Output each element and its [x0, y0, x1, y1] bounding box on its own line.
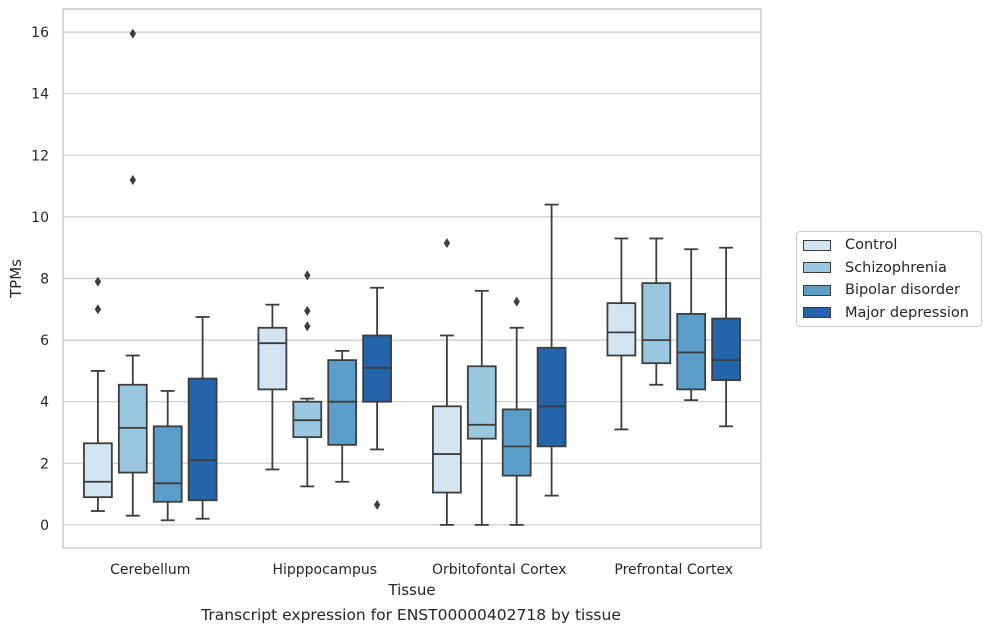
legend-label-schizophrenia: Schizophrenia — [845, 259, 947, 276]
box-1-3 — [362, 286, 392, 510]
box-iqr — [711, 317, 741, 382]
box-0-2 — [152, 390, 183, 522]
box-iqr — [536, 346, 567, 448]
legend-swatch-control — [803, 239, 831, 251]
outlier-point — [443, 238, 451, 249]
box-1-1 — [292, 270, 323, 488]
legend-swatch-bipolar-disorder — [803, 284, 831, 296]
box-iqr — [432, 405, 462, 494]
box-3-2 — [676, 248, 707, 402]
box-1-2 — [327, 349, 358, 483]
box-iqr — [83, 442, 113, 499]
x-tick-label: Hipppocampus — [272, 562, 377, 578]
box-iqr — [187, 377, 218, 502]
y-tick-label: 6 — [40, 333, 49, 349]
box-2-2 — [501, 296, 532, 526]
box-1-0 — [257, 303, 288, 471]
chart-caption: Transcript expression for ENST0000040271… — [201, 606, 621, 624]
legend-item-control: Control — [803, 235, 897, 255]
outlier-point — [94, 276, 102, 287]
box-0-1 — [117, 28, 148, 517]
box-iqr — [641, 282, 672, 365]
outlier-point — [304, 321, 311, 332]
box-3-3 — [711, 246, 741, 428]
plot-frame — [62, 8, 762, 549]
box-2-0 — [432, 238, 462, 526]
legend-label-control: Control — [845, 237, 898, 253]
box-iqr — [501, 408, 532, 477]
box-3-0 — [606, 237, 637, 431]
outlier-point — [94, 304, 102, 315]
box-iqr — [606, 302, 637, 357]
x-axis-title: Tissue — [387, 581, 435, 599]
y-tick-label: 8 — [40, 272, 49, 288]
legend-swatch-major-depression — [803, 307, 831, 318]
box-2-1 — [466, 289, 497, 526]
legend-item-schizophrenia: Schizophrenia — [803, 258, 947, 278]
outlier-point — [129, 28, 136, 39]
box-iqr — [466, 365, 497, 440]
outlier-point — [304, 305, 311, 316]
box-iqr — [152, 425, 183, 503]
outlier-point — [304, 270, 311, 281]
x-tick-label: Prefrontal Cortex — [614, 562, 733, 578]
y-tick-label: 0 — [40, 518, 49, 534]
box-2-3 — [536, 203, 567, 497]
y-tick-label: 10 — [31, 210, 49, 226]
legend-item-major-depression: Major depression — [803, 303, 969, 323]
outlier-point — [373, 499, 381, 510]
box-0-0 — [83, 276, 113, 512]
y-tick-label: 14 — [31, 87, 49, 103]
outlier-point — [513, 296, 520, 307]
outlier-point — [129, 174, 136, 185]
x-tick-label: Cerebellum — [110, 562, 190, 578]
box-iqr — [257, 326, 288, 391]
legend-label-bipolar-disorder: Bipolar disorder — [845, 282, 960, 298]
y-tick-label: 12 — [31, 148, 49, 164]
legend-item-bipolar-disorder: Bipolar disorder — [803, 280, 960, 300]
y-tick-label: 2 — [40, 456, 49, 472]
y-tick-label: 4 — [40, 395, 49, 411]
legend: Control Schizophrenia Bipolar disorder M… — [796, 231, 982, 327]
legend-label-major-depression: Major depression — [845, 304, 969, 321]
y-axis-title: TPMs — [7, 259, 25, 299]
legend-swatch-schizophrenia — [803, 262, 831, 273]
box-3-1 — [641, 237, 672, 386]
y-tick-label: 16 — [31, 25, 49, 41]
x-tick-label: Orbitofontal Cortex — [432, 562, 567, 578]
box-0-3 — [187, 316, 218, 520]
